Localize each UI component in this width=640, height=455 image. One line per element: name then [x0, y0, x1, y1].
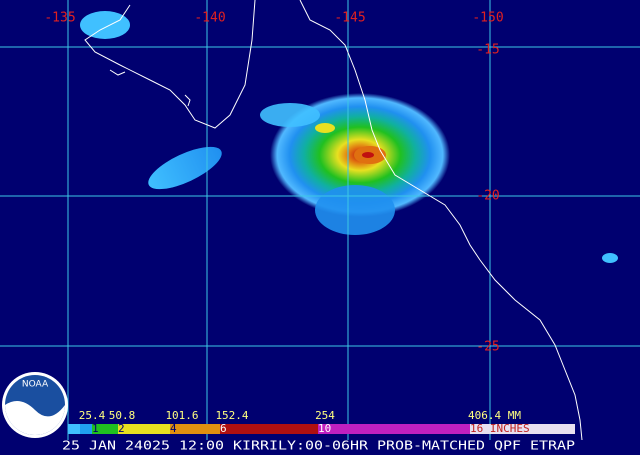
legend-mm-label: 25.4: [79, 409, 106, 422]
rain-field: [80, 11, 618, 263]
legend-mm-label: 152.4: [215, 409, 248, 422]
coastline: [84, 0, 583, 441]
legend-inch-label: 6: [220, 422, 227, 435]
longitude-label: -145: [334, 11, 365, 26]
legend-inch-label: 2: [118, 422, 125, 435]
legend-mm-label: 406.4 MM: [468, 409, 521, 422]
longitude-label: -135: [44, 11, 75, 26]
legend-inch-label: 16 INCHES: [470, 422, 530, 435]
footer: 25 JAN 24025 12:00 KIRRILY:00-06HR PROB-…: [62, 439, 575, 453]
legend-inch-label: 10: [318, 422, 331, 435]
longitude-label: -150: [472, 11, 503, 26]
legend-inch-label: 4: [170, 422, 177, 435]
legend: 25.4 50.8 101.6 152.4 254 406.4 MM 1 2 4…: [68, 409, 575, 435]
noaa-logo: NOAA: [2, 372, 68, 438]
graticule: [0, 0, 640, 440]
longitude-label: -140: [194, 11, 225, 26]
legend-mm-label: 50.8: [109, 409, 136, 422]
logo-text: NOAA: [22, 380, 49, 390]
latitude-label: -20: [476, 189, 499, 204]
legend-mm-label: 254: [315, 409, 335, 422]
latitude-label: -25: [476, 340, 499, 355]
legend-inch-label: 1: [92, 422, 99, 435]
legend-mm-label: 101.6: [165, 409, 198, 422]
latitude-label: -15: [476, 43, 499, 58]
